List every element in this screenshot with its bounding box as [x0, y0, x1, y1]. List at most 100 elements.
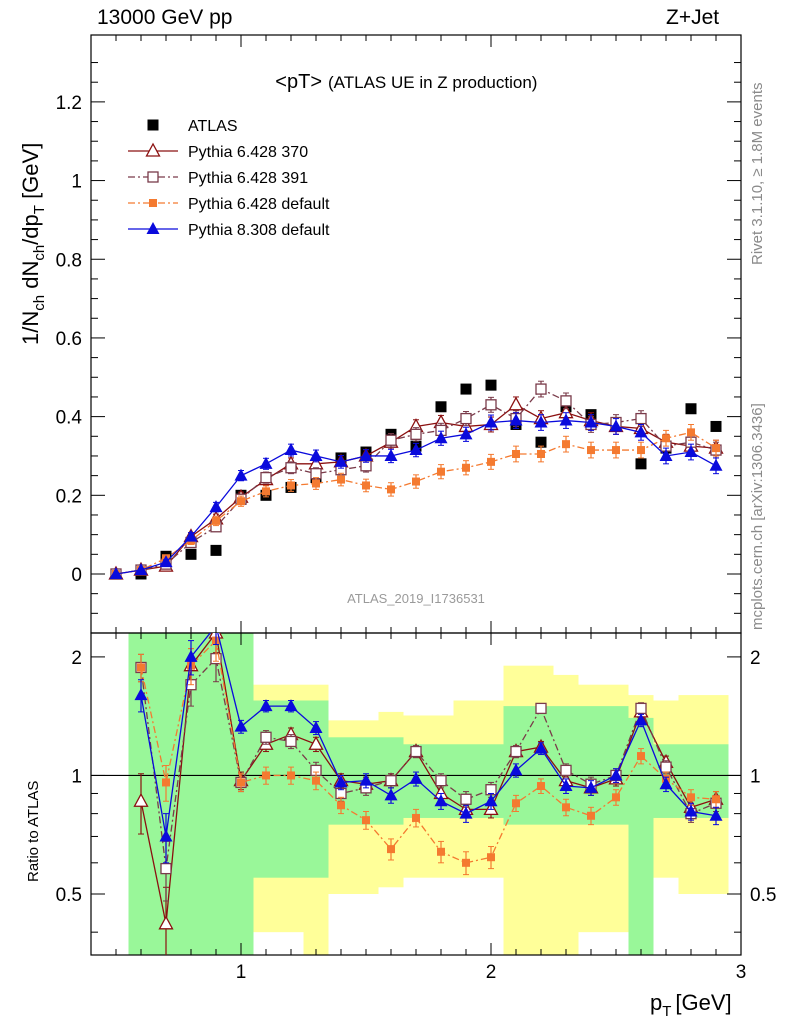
data-point — [637, 446, 645, 455]
ratio-point — [612, 793, 620, 802]
x-tick-label: 3 — [736, 962, 747, 983]
data-point — [709, 458, 723, 471]
data-point — [612, 446, 620, 455]
ratio-point — [162, 778, 170, 787]
ratio-point — [284, 699, 298, 712]
ratio-point — [410, 745, 422, 758]
ratio-point — [337, 801, 345, 810]
data-point — [337, 475, 345, 484]
main-ylabel: 1/Nch dNch/dpT [GeV] — [18, 143, 48, 345]
ratio-point — [534, 741, 548, 754]
ratio-point — [510, 745, 522, 758]
data-point — [387, 485, 395, 494]
series-layer — [108, 379, 724, 580]
data-point — [185, 548, 197, 560]
x-axis-label: pT [GeV] — [650, 990, 732, 1020]
ratio-point — [334, 775, 348, 788]
chart-subtitle: (ATLAS UE in Z production) — [328, 73, 537, 92]
ratio-point — [460, 793, 472, 805]
svg-text:pT[GeV]: pT [GeV] — [650, 990, 732, 1020]
ratio-point — [559, 779, 573, 792]
ratio-point — [684, 804, 698, 817]
series-4 — [109, 412, 723, 579]
legend-entry: Pythia 6.428 391 — [128, 170, 308, 187]
data-point — [587, 446, 595, 455]
data-point — [210, 544, 222, 556]
data-point — [435, 401, 447, 413]
x-tick-label: 2 — [486, 962, 497, 983]
ratio-point — [660, 761, 672, 773]
ratio-ylabel: Ratio to ATLAS — [25, 781, 42, 882]
data-point — [534, 415, 548, 428]
ratio-point — [409, 771, 423, 784]
ratio-line — [140, 633, 717, 837]
data-point — [662, 434, 670, 443]
data-point — [259, 456, 273, 469]
x-tick-label: 1 — [236, 962, 247, 983]
ratio-point — [435, 775, 447, 787]
legend-marker — [145, 142, 161, 157]
ratio-point — [312, 776, 320, 785]
data-point — [184, 529, 198, 542]
ratio-point — [484, 794, 498, 807]
ratio-point — [285, 735, 297, 748]
data-point — [684, 445, 698, 458]
data-point — [462, 463, 470, 472]
ratio-tick-label-left: 2 — [71, 648, 82, 669]
green-band-bin — [528, 706, 554, 825]
data-point — [659, 448, 673, 461]
rivet-label: Rivet 3.1.10, ≥ 1.8M events — [749, 83, 766, 266]
ratio-point — [385, 775, 397, 787]
data-point — [635, 412, 647, 425]
data-point — [234, 468, 248, 481]
ratio-point — [308, 735, 324, 750]
data-point — [535, 383, 547, 395]
ratio-tick-label-right: 2 — [750, 648, 761, 669]
ratio-point — [437, 847, 445, 856]
ratio-point — [384, 788, 398, 801]
chart-title: <pT> — [275, 71, 322, 93]
data-point — [409, 443, 423, 456]
ratio-tick-label-left: 1 — [71, 766, 82, 787]
legend-label: Pythia 6.428 default — [188, 196, 330, 213]
data-point — [109, 566, 123, 579]
legend: ATLAS Pythia 6.428 370 Pythia 6.428 391 Pyt… — [128, 118, 330, 239]
ratio-point — [359, 773, 373, 786]
data-point — [485, 399, 497, 411]
data-point — [287, 481, 295, 490]
ratio-line — [140, 639, 717, 864]
ratio-point — [160, 862, 172, 875]
ratio-point — [635, 702, 647, 715]
legend-marker — [147, 119, 159, 131]
data-point — [484, 415, 498, 428]
ratio-layer — [133, 633, 724, 955]
ratio-point — [709, 808, 723, 821]
legend-marker — [146, 222, 160, 234]
ratio-point — [387, 845, 395, 854]
ratio-point — [262, 771, 270, 780]
ratio-point — [459, 806, 473, 819]
data-point — [359, 448, 373, 461]
data-point — [712, 444, 720, 453]
y-tick-label: 0.2 — [56, 486, 82, 507]
header-right: Z+Jet — [666, 6, 720, 29]
data-point — [609, 419, 623, 432]
data-point — [334, 454, 348, 467]
data-point — [635, 458, 647, 470]
data-point — [385, 434, 397, 446]
data-point — [460, 412, 472, 425]
data-point — [512, 449, 520, 458]
data-point — [384, 448, 398, 461]
data-point — [309, 448, 323, 461]
data-point — [437, 467, 445, 476]
ratio-series-group — [133, 633, 724, 955]
header-left: 13000 GeV pp — [97, 6, 233, 29]
legend-marker — [149, 199, 157, 207]
data-point — [487, 457, 495, 466]
data-point — [560, 395, 572, 407]
data-point — [312, 479, 320, 488]
ratio-tick-label-left: 0.5 — [56, 885, 82, 906]
data-point — [362, 481, 370, 490]
data-point — [584, 415, 598, 428]
